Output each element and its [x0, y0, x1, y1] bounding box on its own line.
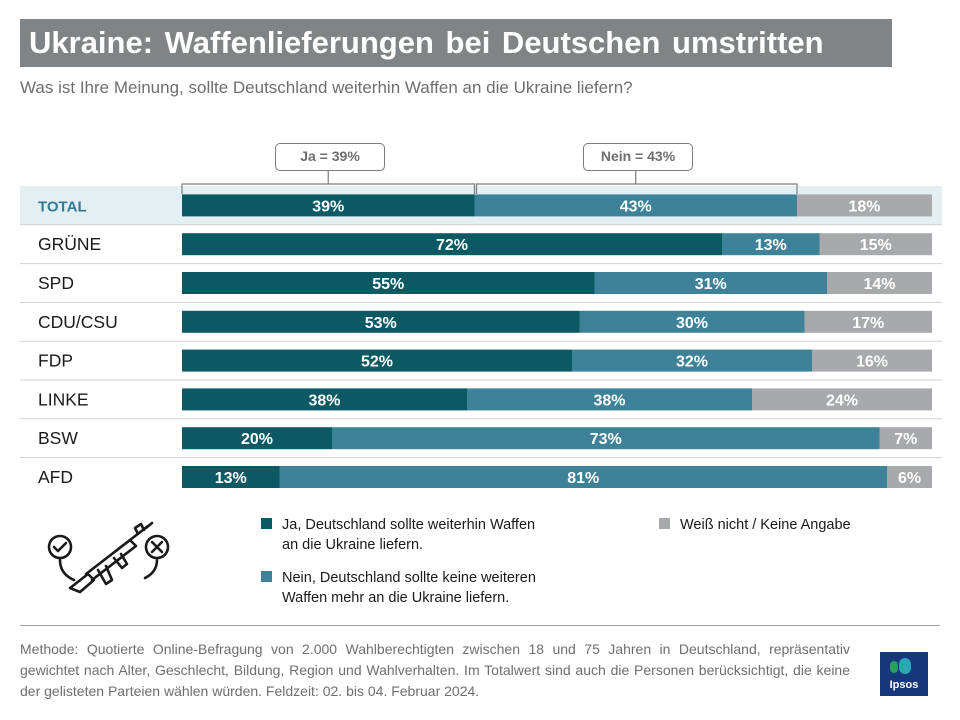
- category-label: SPD: [38, 273, 74, 293]
- ja-total-bracket-label: Ja = 39%: [275, 143, 385, 171]
- methodology-note: Methode: Quotierte Online-Befragung von …: [20, 641, 850, 699]
- bar-segment-ja: [182, 388, 467, 411]
- bar-segment-unknown: [887, 466, 932, 488]
- bar-segment-nein: [572, 349, 812, 372]
- bar-value-label: 31%: [695, 276, 727, 293]
- bar-value-label: 18%: [848, 198, 880, 215]
- bar-segment-nein: [467, 388, 752, 411]
- chart-title: Ukraine: Waffenlieferungen bei Deutschen…: [20, 19, 892, 67]
- bar-segment-nein: [579, 310, 805, 333]
- bar-value-label: 6%: [898, 470, 921, 487]
- assault-rifle-icon: [47, 521, 170, 594]
- bar-segment-ja: [182, 466, 280, 488]
- check-circle-icon: [47, 534, 73, 560]
- bar-segment-unknown: [797, 194, 932, 217]
- bar-value-label: 38%: [593, 392, 625, 409]
- legend-nein: Nein, Deutschland sollte keine weiteren …: [261, 568, 536, 608]
- bar-segment-unknown: [804, 310, 932, 333]
- category-label: CDU/CSU: [38, 312, 118, 332]
- bar-segment-unknown: [827, 272, 932, 294]
- bar-value-label: 14%: [863, 276, 895, 293]
- bar-value-label: 39%: [312, 198, 344, 215]
- legend-ja: Ja, Deutschland sollte weiterhin Waffen …: [261, 515, 535, 555]
- bar-value-label: 38%: [308, 392, 340, 409]
- bar-value-label: 13%: [215, 470, 247, 487]
- legend-ja-swatch: [261, 518, 272, 529]
- bar-segment-nein: [594, 272, 827, 294]
- category-label: TOTAL: [38, 198, 87, 215]
- bar-value-label: 15%: [860, 237, 892, 254]
- bar-value-label: 73%: [590, 431, 622, 448]
- bar-value-label: 17%: [852, 315, 884, 332]
- stacked-bar-chart: TOTAL 39% 43% 18% GRÜNE 72% 13% 15% SPD 55% 31% 14%…: [20, 171, 942, 488]
- bar-value-label: 13%: [755, 237, 787, 254]
- bar-value-label: 81%: [567, 470, 599, 487]
- bar-value-label: 30%: [676, 315, 708, 332]
- cross-circle-icon: [144, 534, 170, 560]
- legend-nein-swatch: [261, 571, 272, 582]
- footer-divider: [20, 625, 940, 626]
- bar-segment-ja: [182, 194, 475, 217]
- bar-segment-ja: [182, 272, 595, 294]
- bar-value-label: 24%: [826, 392, 858, 409]
- nein-total-bracket-label: Nein = 43%: [583, 143, 693, 171]
- bar-segment-nein: [474, 194, 797, 217]
- bar-value-label: 43%: [620, 198, 652, 215]
- category-label: FDP: [38, 351, 73, 371]
- bar-value-label: 7%: [894, 431, 917, 448]
- bar-value-label: 55%: [372, 276, 404, 293]
- category-label: AFD: [38, 467, 73, 487]
- bar-segment-ja: [182, 233, 722, 256]
- bar-segment-nein: [332, 427, 880, 450]
- bar-value-label: 16%: [856, 354, 888, 371]
- legend-unknown-swatch: [659, 518, 670, 529]
- bar-segment-ja: [182, 349, 572, 372]
- bar-segment-unknown: [752, 388, 932, 411]
- category-label: GRÜNE: [38, 234, 101, 254]
- bar-segment-nein: [279, 466, 887, 488]
- bar-value-label: 32%: [676, 354, 708, 371]
- category-label: LINKE: [38, 389, 89, 409]
- chart-subtitle: Was ist Ihre Meinung, sollte Deutschland…: [20, 78, 633, 97]
- bar-segment-ja: [182, 310, 580, 333]
- bar-segment-ja: [182, 427, 332, 450]
- bar-value-label: 53%: [365, 315, 397, 332]
- bar-segment-unknown: [819, 233, 932, 256]
- bar-value-label: 20%: [241, 431, 273, 448]
- bar-value-label: 72%: [436, 237, 468, 254]
- bar-segment-unknown: [879, 427, 932, 450]
- bar-value-label: 52%: [361, 354, 393, 371]
- legend-unknown: Weiß nicht / Keine Angabe: [659, 515, 851, 535]
- category-label: BSW: [38, 428, 78, 448]
- ipsos-logo: Ipsos: [880, 652, 928, 696]
- total-brackets: [181, 171, 798, 194]
- bar-segment-nein: [722, 233, 820, 256]
- bar-segment-unknown: [812, 349, 932, 372]
